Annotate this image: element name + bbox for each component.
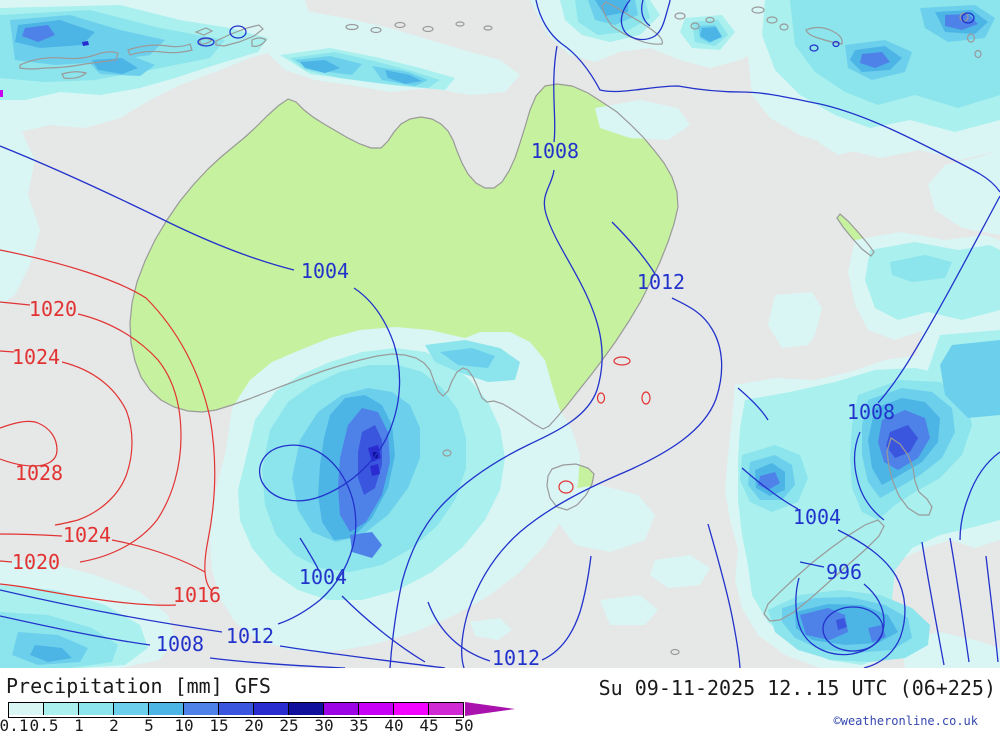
isobar-label: 1004 [793,505,841,529]
isobar-label: 1004 [301,259,349,283]
isobar-label: 1020 [29,297,77,321]
scale-tick-label: 1 [74,716,84,733]
scale-segment [149,703,184,715]
scale-tick-label: 25 [279,716,299,733]
scale-tick-label: 10 [174,716,194,733]
isobar-label: 1008 [847,400,895,424]
scale-segment [359,703,394,715]
scale-segment [184,703,219,715]
isobar-label: 1012 [492,646,540,668]
isobar-lines-red [0,249,651,606]
isobar-label: 1008 [531,139,579,163]
scale-segment [219,703,254,715]
isobar-label: 1012 [637,270,685,294]
scale-segment [394,703,429,715]
copyright-link[interactable]: ©weatheronline.co.uk [833,714,979,728]
isobar-label: 1012 [226,624,274,648]
scale-tick-label: 0.1 [0,716,29,733]
isobar-label: 1020 [12,550,60,574]
scale-tick-label: 40 [384,716,404,733]
scale-tick-label: 15 [209,716,229,733]
scale-tick-label: 0.5 [29,716,59,733]
legend-footer: Precipitation [mm] GFS Su 09-11-2025 12.… [0,668,1000,733]
legend-title: Precipitation [mm] GFS [6,674,271,698]
coastline-layer [19,1,982,656]
scale-segment [44,703,79,715]
precip-scale-labels: 0.1 0.5 1 2 5 10 15 20 25 30 35 40 45 50 [0,716,560,733]
isobar-label: 1024 [63,523,111,547]
isobar-lines-blue [0,0,1000,668]
isobar-label: 996 [826,560,862,584]
scale-segment [114,703,149,715]
scale-tick-label: 50 [454,716,474,733]
isobar-label: 1024 [12,345,60,369]
precipitation-layer [0,0,1000,668]
scale-segment [429,703,463,715]
scale-tick-label: 5 [144,716,154,733]
isobar-label: 1008 [156,632,204,656]
precip-scale-arrow [465,702,515,716]
scale-segment [9,703,44,715]
scale-segment [289,703,324,715]
scale-segment [324,703,359,715]
scale-tick-label: 30 [314,716,334,733]
precip-scale-bar [8,702,464,718]
scale-tick-label: 20 [244,716,264,733]
scale-segment [79,703,114,715]
scale-segment [254,703,289,715]
scale-tick-label: 45 [419,716,439,733]
isobar-label: 1028 [15,461,63,485]
isobar-label: 1016 [173,583,221,607]
scale-tick-label: 35 [349,716,369,733]
scale-tick-label: 2 [109,716,119,733]
isobar-label: 1004 [299,565,347,589]
model-run-datetime: Su 09-11-2025 12..15 UTC (06+225) [598,676,996,700]
